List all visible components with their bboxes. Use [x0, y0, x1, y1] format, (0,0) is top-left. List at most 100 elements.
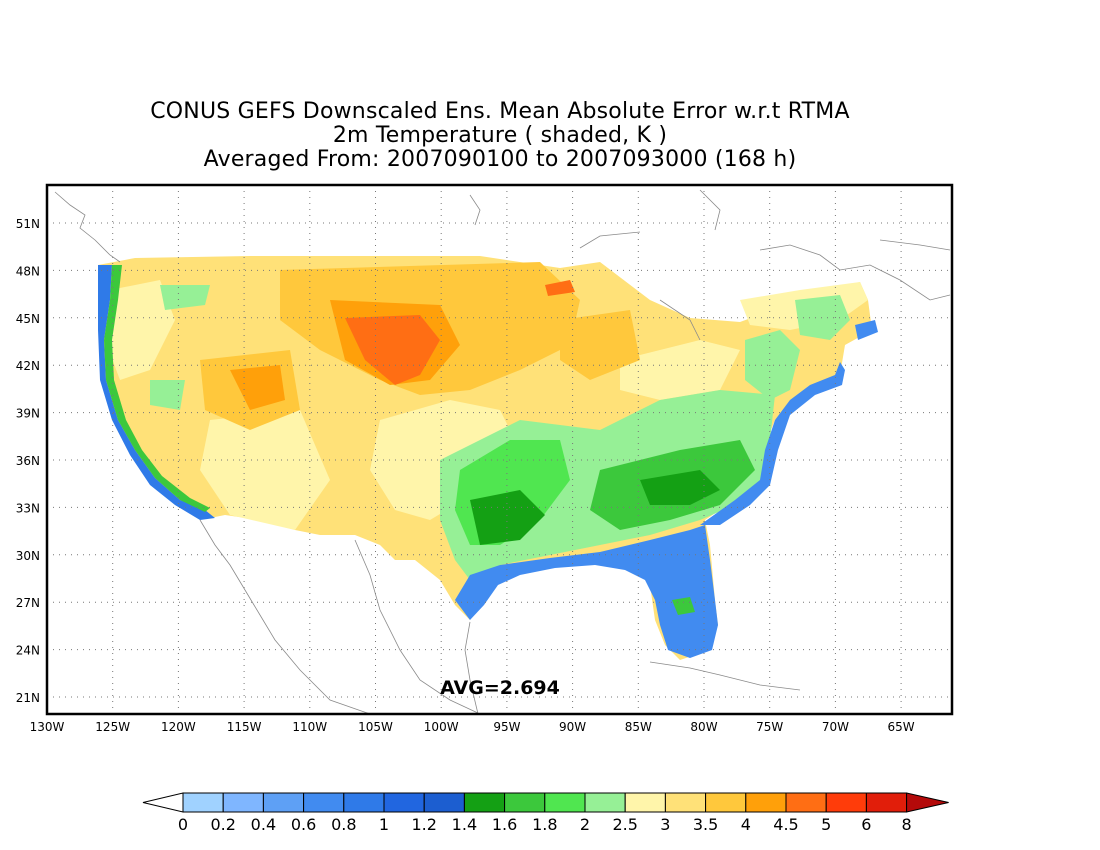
- boundary-great-lakes: [659, 299, 701, 341]
- longitude-label: 125W: [95, 720, 130, 734]
- field-blue-cape-cod: [855, 320, 878, 340]
- colorbar-box: [303, 792, 345, 813]
- field-lightgreen-appalachian: [745, 330, 800, 400]
- map-frame: [45, 183, 954, 716]
- longitude-label: 65W: [888, 720, 915, 734]
- colorbar-label: 8: [902, 815, 912, 834]
- colorbar-label: 2: [580, 815, 590, 834]
- longitude-label: 115W: [227, 720, 262, 734]
- boundary-labrador: [879, 239, 951, 251]
- longitude-label: 70W: [822, 720, 849, 734]
- colorbar-left-arrow: [142, 792, 184, 813]
- colorbar-box: [705, 792, 747, 813]
- colorbar-label: 1: [379, 815, 389, 834]
- field-orange-utah: [230, 365, 285, 410]
- boundary-quebec-coast: [759, 244, 951, 301]
- colorbar-label: 3.5: [693, 815, 718, 834]
- field-blue-gulf-coast: [455, 525, 718, 658]
- colorbar-label: 1.8: [532, 815, 557, 834]
- field-orange-superior: [545, 280, 575, 296]
- boundary-mexico-west: [354, 539, 481, 714]
- longitude-label: 80W: [690, 720, 717, 734]
- map-boundaries: [54, 189, 951, 714]
- latitude-label: 45N: [16, 312, 40, 326]
- colorbar-label: 2.5: [612, 815, 637, 834]
- colorbar-label: 6: [861, 815, 871, 834]
- boundary-northern-lakes: [699, 189, 721, 231]
- colorbar-box: [624, 792, 666, 813]
- average-label: AVG=2.694: [440, 677, 560, 699]
- field-orange-wisconsin: [560, 310, 640, 380]
- colorbar-label: 0: [178, 815, 188, 834]
- colorbar-box: [584, 792, 626, 813]
- map-title-line-3: Averaged From: 2007090100 to 2007093000 …: [203, 147, 797, 172]
- colorbar-box: [262, 792, 305, 813]
- latitude-label: 48N: [16, 264, 40, 278]
- colorbar-right-arrow: [906, 792, 949, 813]
- colorbar-label: 1.4: [452, 815, 477, 834]
- colorbar-box: [745, 792, 787, 813]
- longitude-label: 85W: [625, 720, 652, 734]
- latitude-label: 42N: [16, 359, 40, 373]
- colorbar-box: [664, 792, 707, 813]
- boundary-bc-coast: [54, 191, 121, 263]
- colorbar-label: 4: [741, 815, 751, 834]
- latitude-label: 30N: [16, 549, 40, 563]
- colorbar-label: 1.6: [492, 815, 517, 834]
- colorbar-box: [865, 792, 908, 813]
- map-gridlines: [47, 185, 952, 714]
- colorbar-label: 3: [660, 815, 670, 834]
- longitude-label: 105W: [358, 720, 393, 734]
- colorbar-label: 0.2: [210, 815, 235, 834]
- colorbar-label: 4.5: [773, 815, 798, 834]
- boundary-cuba: [649, 661, 801, 691]
- field-lightgreen-sierra: [150, 380, 185, 410]
- colorbar-box: [182, 792, 224, 813]
- field-blue-pacific-coast: [98, 265, 215, 520]
- colorbar-box: [383, 792, 425, 813]
- map-title-line-1: CONUS GEFS Downscaled Ens. Mean Absolute…: [150, 99, 850, 124]
- field-lightgreen-newengland: [795, 295, 850, 340]
- latitude-label: 39N: [16, 407, 40, 421]
- colorbar-box: [544, 792, 586, 813]
- latitude-label: 51N: [16, 217, 40, 231]
- colorbar-label: 0.6: [291, 815, 316, 834]
- colorbar-box: [423, 792, 465, 813]
- map-title-block: CONUS GEFS Downscaled Ens. Mean Absolute…: [0, 100, 1000, 172]
- longitude-label: 100W: [424, 720, 459, 734]
- colorbar-boxes: [142, 792, 949, 813]
- latitude-label: 21N: [16, 691, 40, 705]
- boundary-mexico-gulf: [464, 621, 479, 714]
- field-dark-green-louisiana: [470, 490, 545, 545]
- field-green-florida-interior: [672, 597, 695, 615]
- colorbar-box: [785, 792, 827, 813]
- colorbar-label: 0.8: [331, 815, 356, 834]
- colorbar-box: [463, 792, 506, 813]
- longitude-label: 120W: [161, 720, 196, 734]
- longitude-label: 130W: [30, 720, 65, 734]
- field-dark-green-carolina: [640, 470, 720, 505]
- colorbar-box: [504, 792, 546, 813]
- colorbar-box: [343, 792, 385, 813]
- boundary-northern-canada: [469, 194, 481, 226]
- colorbar-label: 1.2: [411, 815, 436, 834]
- field-blue-atlantic-coast: [700, 362, 845, 525]
- field-lightgreen-washington: [160, 285, 210, 310]
- longitude-label: 90W: [559, 720, 586, 734]
- latitude-label: 24N: [16, 644, 40, 658]
- longitude-label: 110W: [292, 720, 327, 734]
- colorbar-labels: 0 0.2 0.4 0.6 0.8 1 1.2 1.4 1.6 1.8 2 2.5 3 3.5 4 4.5 5 6…: [178, 815, 912, 834]
- map-title-line-2: 2m Temperature ( shaded, K ): [332, 123, 668, 148]
- colorbar-box: [222, 792, 264, 813]
- boundary-hudson: [579, 231, 641, 249]
- longitude-label: 95W: [493, 720, 520, 734]
- colorbar-label: 0.4: [251, 815, 276, 834]
- field-light-yellow-ohio: [620, 340, 740, 400]
- latitude-label: 36N: [16, 454, 40, 468]
- field-light-yellow-nw: [105, 280, 175, 380]
- longitude-labels: 130W 125W 120W 115W 110W 105W 100W 95W 90W 85W 80W…: [30, 720, 915, 734]
- colorbar-label: 5: [821, 815, 831, 834]
- field-red-orange-core: [345, 315, 440, 385]
